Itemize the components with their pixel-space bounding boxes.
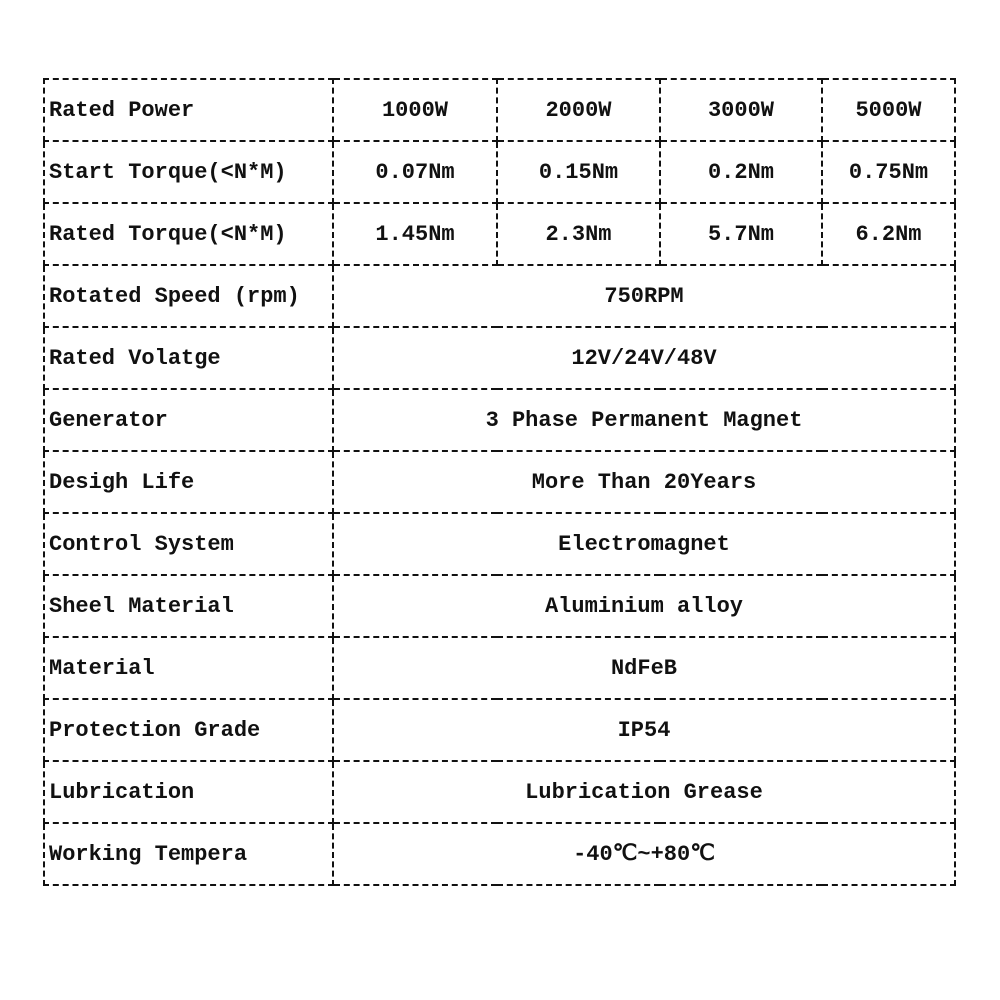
row-label: Rated Power — [43, 78, 334, 142]
table-row: Desigh Life More Than 20Years — [43, 450, 956, 514]
table-row: Control System Electromagnet — [43, 512, 956, 576]
table-row: Working Tempera -40℃~+80℃ — [43, 822, 956, 886]
row-value: 1.45Nm — [332, 202, 498, 266]
row-label: Generator — [43, 388, 334, 452]
row-value: Aluminium alloy — [332, 574, 956, 638]
row-label: Rated Volatge — [43, 326, 334, 390]
table-row: Rated Torque(<N*M) 1.45Nm 2.3Nm 5.7Nm 6.2Nm — [43, 202, 956, 266]
table-row: Protection Grade IP54 — [43, 698, 956, 762]
table-row: Generator 3 Phase Permanent Magnet — [43, 388, 956, 452]
row-label: Rotated Speed (rpm) — [43, 264, 334, 328]
row-value: Electromagnet — [332, 512, 956, 576]
row-label: Rated Torque(<N*M) — [43, 202, 334, 266]
row-value: NdFeB — [332, 636, 956, 700]
row-value: 3 Phase Permanent Magnet — [332, 388, 956, 452]
row-value: 0.15Nm — [496, 140, 661, 204]
row-value: 5000W — [821, 78, 956, 142]
row-value: Lubrication Grease — [332, 760, 956, 824]
spec-table: Rated Power 1000W 2000W 3000W 5000W Start Tor… — [43, 78, 956, 886]
row-value: 750RPM — [332, 264, 956, 328]
spec-table-container: Rated Power 1000W 2000W 3000W 5000W Start Tor… — [43, 78, 956, 886]
row-value: 2000W — [496, 78, 661, 142]
row-value: 5.7Nm — [659, 202, 823, 266]
row-label: Material — [43, 636, 334, 700]
row-label: Lubrication — [43, 760, 334, 824]
row-value: 0.07Nm — [332, 140, 498, 204]
row-value: -40℃~+80℃ — [332, 822, 956, 886]
row-value: 1000W — [332, 78, 498, 142]
row-value: 0.75Nm — [821, 140, 956, 204]
table-row: Rotated Speed (rpm) 750RPM — [43, 264, 956, 328]
row-value: 6.2Nm — [821, 202, 956, 266]
row-value: 3000W — [659, 78, 823, 142]
row-value: IP54 — [332, 698, 956, 762]
row-value: More Than 20Years — [332, 450, 956, 514]
row-label: Start Torque(<N*M) — [43, 140, 334, 204]
row-label: Sheel Material — [43, 574, 334, 638]
table-row: Lubrication Lubrication Grease — [43, 760, 956, 824]
row-label: Protection Grade — [43, 698, 334, 762]
table-row: Rated Volatge 12V/24V/48V — [43, 326, 956, 390]
table-row: Rated Power 1000W 2000W 3000W 5000W — [43, 78, 956, 142]
table-row: Material NdFeB — [43, 636, 956, 700]
table-row: Sheel Material Aluminium alloy — [43, 574, 956, 638]
row-value: 0.2Nm — [659, 140, 823, 204]
row-label: Desigh Life — [43, 450, 334, 514]
table-body: Rated Power 1000W 2000W 3000W 5000W Start Tor… — [43, 78, 956, 886]
row-label: Control System — [43, 512, 334, 576]
row-value: 12V/24V/48V — [332, 326, 956, 390]
table-row: Start Torque(<N*M) 0.07Nm 0.15Nm 0.2Nm 0.75N… — [43, 140, 956, 204]
row-label: Working Tempera — [43, 822, 334, 886]
row-value: 2.3Nm — [496, 202, 661, 266]
